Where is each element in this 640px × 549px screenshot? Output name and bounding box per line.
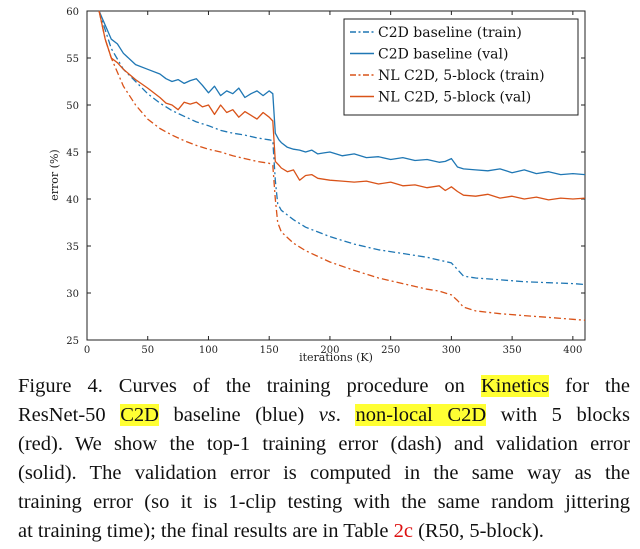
caption-line-4: (solid). The validation error is compute… — [18, 462, 630, 484]
series-line-nl-c2d-5-block-val — [98, 10, 586, 201]
y-tick-label: 30 — [66, 289, 79, 300]
x-tick-label: 250 — [381, 345, 400, 356]
series-line-nl-c2d-5-block-train — [98, 10, 586, 321]
highlight-kinetics: Kinetics — [480, 375, 550, 397]
series-line-c2d-baseline-val — [98, 10, 586, 176]
y-tick-label: 40 — [66, 195, 79, 206]
caption-line-5: training error (so it is 1-clip testing … — [18, 491, 630, 513]
caption-line-6: at training time); the final results are… — [18, 520, 544, 542]
y-tick-label: 35 — [66, 242, 79, 253]
y-tick-label: 60 — [66, 7, 79, 18]
highlight-non-local-c2d: non-local C2D — [355, 404, 487, 426]
highlight-c2d: C2D — [120, 404, 159, 426]
x-tick-label: 0 — [84, 345, 90, 356]
x-tick-label: 300 — [442, 345, 461, 356]
x-tick-label: 50 — [141, 345, 154, 356]
legend-label-c2d-baseline-train: C2D baseline (train) — [378, 25, 522, 41]
y-axis-label: error (%) — [48, 149, 61, 200]
table-reference-link[interactable]: 2c — [393, 520, 413, 542]
y-tick-label: 45 — [66, 148, 79, 159]
caption-line-3: (red). We show the top-1 training error … — [18, 433, 630, 455]
x-axis-label: iterations (K) — [299, 351, 373, 364]
x-tick-label: 150 — [260, 345, 279, 356]
legend-label-nl-c2d-5-block-val: NL C2D, 5-block (val) — [378, 90, 531, 106]
legend: C2D baseline (train) C2D baseline (val) NL… — [343, 18, 579, 116]
y-tick-label: 50 — [66, 101, 79, 112]
caption-line-2: ResNet-50 C2D baseline (blue) vs. non-lo… — [18, 404, 630, 426]
x-tick-label: 400 — [563, 345, 582, 356]
training-curves-chart: 0 50 100 150 200 250 300 350 400 25 30 35 40 45 50 55 60… — [48, 7, 586, 364]
y-tick-label: 55 — [66, 54, 79, 65]
x-tick-label: 200 — [320, 345, 339, 356]
series-line-c2d-baseline-train — [98, 10, 586, 286]
x-tick-label: 350 — [503, 345, 522, 356]
legend-label-nl-c2d-5-block-train: NL C2D, 5-block (train) — [378, 68, 545, 84]
legend-label-c2d-baseline-val: C2D baseline (val) — [378, 47, 508, 63]
figure-caption: Figure 4. Curves of the training procedu… — [18, 372, 630, 546]
x-tick-label: 100 — [199, 345, 218, 356]
caption-line-1: Figure 4. Curves of the training procedu… — [18, 375, 631, 397]
legend-box — [343, 18, 579, 116]
y-tick-label: 25 — [66, 336, 79, 347]
